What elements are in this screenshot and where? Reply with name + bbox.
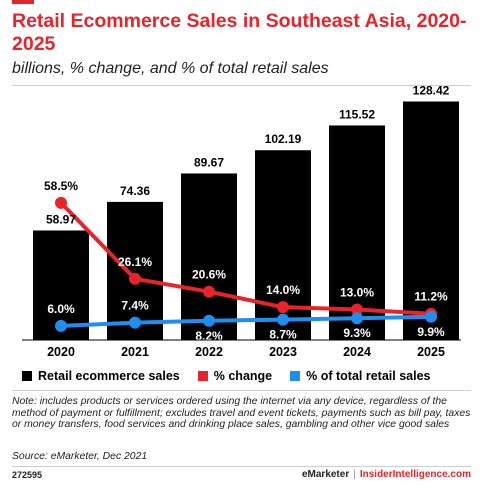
legend-item-change: % change bbox=[197, 369, 273, 383]
x-tick-label-2024: 2024 bbox=[343, 345, 371, 359]
x-tick-label-2021: 2021 bbox=[121, 345, 149, 359]
chart-subtitle: billions, % change, and % of total retai… bbox=[12, 60, 329, 77]
pct-share-point-2023 bbox=[277, 313, 289, 326]
bar-value-label-2020: 58.97 bbox=[46, 212, 76, 226]
pct-share-label-2021: 7.4% bbox=[121, 299, 149, 313]
legend-label-sales: Retail ecommerce sales bbox=[38, 369, 180, 383]
pct-change-label-2022: 20.6% bbox=[192, 268, 226, 282]
pct-change-point-2023 bbox=[277, 301, 289, 314]
bar-2025 bbox=[403, 101, 459, 341]
pct-change-point-2021 bbox=[129, 272, 141, 285]
x-tick-label-2020: 2020 bbox=[47, 345, 75, 359]
lines-layer bbox=[55, 196, 437, 332]
legend-swatch-share bbox=[290, 371, 301, 381]
chart-plot: 58.97 74.36 89.67 102.19 115.52 128.42 58.5% 26… bbox=[22, 86, 461, 359]
bar-value-label-2024: 115.52 bbox=[339, 107, 375, 121]
x-tick-label-2023: 2023 bbox=[269, 345, 297, 359]
pct-share-point-2025 bbox=[425, 310, 437, 323]
brand-insider-intelligence: InsiderIntelligence.com bbox=[359, 469, 471, 480]
brand-credit: eMarketer | InsiderIntelligence.com bbox=[302, 469, 471, 480]
bottom-divider bbox=[12, 466, 471, 467]
pct-share-point-2022 bbox=[203, 314, 215, 327]
pct-change-label-2025: 11.2% bbox=[414, 290, 448, 304]
brand-emarketer: eMarketer bbox=[301, 469, 350, 480]
pct-share-line bbox=[60, 314, 432, 328]
bar-2022 bbox=[181, 173, 237, 340]
pct-change-label-2021: 26.1% bbox=[118, 255, 152, 269]
pct-share-label-2025: 9.9% bbox=[417, 325, 445, 339]
pct-share-point-2020 bbox=[55, 319, 67, 332]
pct-share-label-2022: 8.2% bbox=[195, 329, 223, 343]
brand-separator: | bbox=[353, 469, 356, 480]
bar-value-label-2025: 128.42 bbox=[413, 86, 450, 98]
legend-label-change: % change bbox=[213, 369, 273, 383]
bar-value-label-2023: 102.19 bbox=[265, 132, 302, 146]
legend-item-sales: Retail ecommerce sales bbox=[22, 369, 180, 383]
chart-legend: Retail ecommerce sales % change % of tot… bbox=[22, 369, 448, 383]
top-divider bbox=[12, 85, 471, 86]
legend-swatch-sales bbox=[22, 371, 32, 381]
pct-share-label-2023: 8.7% bbox=[269, 328, 297, 342]
pct-share-label-2024: 9.3% bbox=[343, 326, 371, 340]
footnote: Note: includes products or services orde… bbox=[12, 396, 471, 430]
bar-value-label-2022: 89.67 bbox=[194, 155, 224, 169]
pct-change-label-2024: 13.0% bbox=[340, 286, 374, 300]
legend-label-share: % of total retail sales bbox=[306, 369, 431, 383]
chart-id: 272595 bbox=[12, 470, 43, 480]
source-line: Source: eMarketer, Dec 2021 bbox=[12, 451, 148, 462]
legend-swatch-change bbox=[197, 371, 208, 381]
pct-change-point-2024 bbox=[351, 303, 363, 316]
x-axis: 2020 2021 2022 2023 2024 2025 bbox=[22, 339, 461, 359]
pct-share-point-2024 bbox=[351, 312, 363, 325]
pct-share-point-2021 bbox=[129, 316, 141, 329]
legend-item-share: % of total retail sales bbox=[290, 369, 430, 383]
pct-share-label-2020: 6.0% bbox=[47, 302, 75, 316]
mid-divider bbox=[12, 390, 471, 391]
x-tick-label-2025: 2025 bbox=[417, 345, 445, 359]
pct-change-label-2020: 58.5% bbox=[44, 179, 78, 193]
bars-layer bbox=[33, 101, 459, 341]
pct-change-label-2023: 14.0% bbox=[266, 283, 300, 297]
pct-change-point-2020 bbox=[55, 196, 67, 209]
chart-title: Retail Ecommerce Sales in Southeast Asia… bbox=[12, 10, 467, 55]
x-tick-label-2022: 2022 bbox=[195, 345, 223, 359]
bar-value-label-2021: 74.36 bbox=[120, 184, 150, 198]
pct-change-line bbox=[59, 201, 432, 316]
labels-layer: 58.97 74.36 89.67 102.19 115.52 128.42 58.5% 26… bbox=[44, 86, 450, 343]
title-accent-bar bbox=[12, 0, 34, 4]
pct-change-point-2022 bbox=[203, 285, 215, 298]
